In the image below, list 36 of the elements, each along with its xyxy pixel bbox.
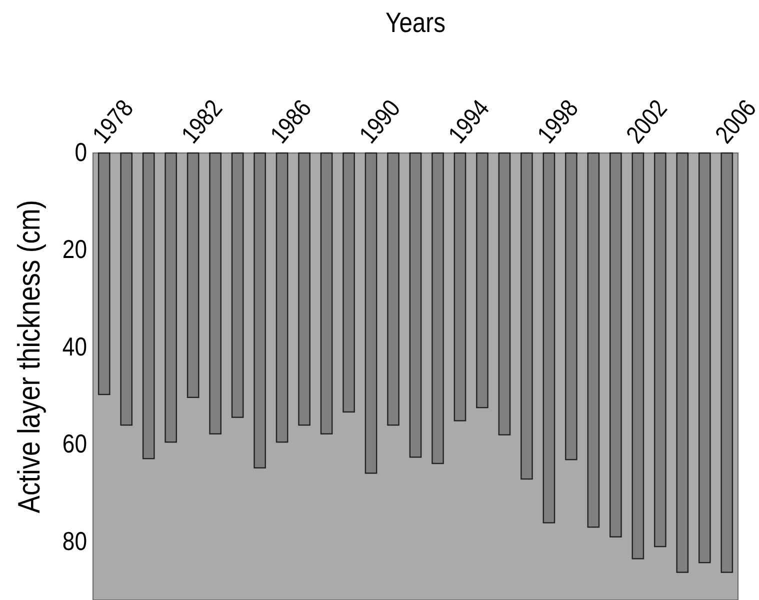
bar bbox=[98, 152, 110, 396]
y-tick-label: 0 bbox=[74, 138, 87, 168]
bar bbox=[542, 152, 556, 524]
bar bbox=[432, 152, 444, 464]
bar bbox=[231, 152, 244, 418]
x-axis-title: Years bbox=[386, 6, 446, 38]
bar bbox=[186, 152, 200, 398]
y-tick-label: 20 bbox=[62, 236, 87, 265]
bar bbox=[676, 152, 689, 573]
bar bbox=[587, 152, 600, 528]
bar bbox=[276, 152, 288, 443]
bar bbox=[298, 152, 310, 426]
bar bbox=[498, 152, 511, 436]
bar bbox=[720, 152, 734, 573]
bar bbox=[254, 152, 266, 468]
bar bbox=[142, 152, 155, 460]
bar bbox=[387, 152, 400, 426]
y-tick-label: 80 bbox=[62, 527, 87, 556]
bar bbox=[120, 152, 133, 426]
bar bbox=[454, 152, 466, 422]
bar bbox=[476, 152, 488, 408]
bar bbox=[320, 152, 333, 434]
bar bbox=[654, 152, 666, 548]
bar bbox=[164, 152, 178, 443]
y-tick-label: 60 bbox=[62, 430, 87, 460]
y-tick-label: 40 bbox=[62, 332, 87, 362]
bar bbox=[698, 152, 711, 564]
bar bbox=[610, 152, 622, 538]
y-axis-title: Active layer thickness (cm) bbox=[12, 200, 48, 514]
bar bbox=[520, 152, 533, 480]
bar bbox=[342, 152, 355, 413]
bar bbox=[632, 152, 644, 560]
bar bbox=[409, 152, 422, 458]
bar bbox=[565, 152, 578, 460]
bar bbox=[209, 152, 222, 434]
bar bbox=[364, 152, 378, 474]
